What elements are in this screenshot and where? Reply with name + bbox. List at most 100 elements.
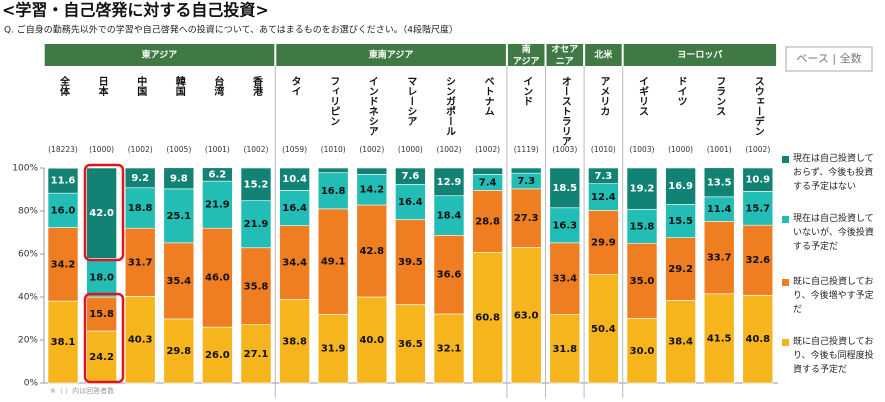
data-label: 35.4 [166,276,191,287]
data-label: 28.8 [475,216,500,227]
data-label: 12.9 [437,177,462,188]
respondents: (1002) [244,145,269,154]
data-label: 21.9 [244,219,269,230]
respondents: (1002) [359,145,384,154]
data-label: 18.8 [128,203,153,214]
bar-segment [742,167,774,192]
bar-segment [240,324,272,384]
data-label: 10.4 [282,174,307,185]
data-label: 18.5 [552,183,577,194]
bar-segment [433,313,465,384]
legend-swatch [782,279,789,286]
x-tick-label: 台湾 [212,75,224,97]
data-label: 10.9 [745,175,770,186]
bar-segment [240,167,272,201]
bar-segment [317,208,349,315]
respondents: (1002) [128,145,153,154]
bar-segment [626,318,658,384]
bar-segment [317,314,349,384]
group-label: 北米 [594,49,613,61]
data-label: 15.8 [89,309,114,320]
group-header [623,44,777,66]
data-label: 38.4 [668,337,693,348]
x-tick-label: タイ [289,76,301,96]
x-tick-label: アメリカ [598,76,610,116]
bar-segment [202,227,233,328]
data-label: 21.9 [205,200,230,211]
data-label: 32.6 [745,255,770,266]
data-label: 35.0 [630,276,655,287]
respondents: (1010) [321,145,346,154]
data-label: 40.0 [359,335,384,346]
data-label: 16.9 [668,181,693,192]
group-header [44,44,275,66]
y-tick-label: 60% [18,250,38,260]
legend-label: 現在は自己投資していないが、今後投資する予定だ [793,214,874,252]
y-tick-label: 0% [24,379,39,389]
group-header [276,44,506,66]
highlight [83,163,125,262]
data-label: 40.3 [128,335,153,346]
data-label: 24.2 [89,352,114,363]
respondents: (1002) [745,145,770,154]
data-label: 35.8 [244,281,269,292]
bar-segment [124,167,156,189]
group-label: オセアニア [551,44,578,67]
bar-segment [124,296,156,384]
x-tick-label: ドイツ [675,76,687,106]
bar-segment [472,167,503,175]
respondents: (1000) [89,145,114,154]
respondents: (1001) [707,145,732,154]
bar-segment [279,167,310,191]
data-label: 27.1 [244,349,269,360]
data-label: 39.5 [398,257,423,268]
bar-segment [742,294,774,384]
bar-segment [240,200,272,249]
bar-segment [395,219,426,305]
bar-segment [395,167,426,185]
data-label: 15.5 [668,216,693,227]
respondents: (1003) [630,145,655,154]
bar-segment [356,174,388,206]
respondents: (1003) [552,145,577,154]
bar-segment [665,167,696,205]
data-label: 7.4 [479,177,497,188]
bar-segment [86,330,117,384]
data-label: 14.2 [359,185,384,196]
data-label: 34.4 [282,258,307,269]
bar-segment [47,300,79,384]
data-label: 26.0 [205,350,230,361]
data-label: 30.0 [630,346,655,357]
data-label: 42.8 [359,246,384,257]
data-label: 42.0 [89,208,114,219]
legend-label: 既に自己投資しており、今後も同程度投資する予定だ [793,337,874,375]
bar-segment [317,172,349,210]
x-tick-label: 日本 [96,76,108,97]
bar-segment [356,296,388,384]
data-label: 9.2 [131,173,149,184]
data-label: 11.6 [51,176,76,187]
bar-segment [395,304,426,384]
group-label: 南アジア [513,43,540,67]
bar-segment [279,190,310,226]
group-header [546,44,584,66]
data-label: 31.7 [128,257,153,268]
data-label: 7.3 [595,171,613,182]
data-label: 29.9 [591,237,616,248]
data-label: 16.8 [321,186,346,197]
data-label: 15.8 [630,221,655,232]
bar-segment [202,167,233,182]
bar-segment [202,180,233,229]
bar-segment [47,192,79,228]
respondents: (1002) [437,145,462,154]
data-label: 32.1 [437,343,462,354]
data-label: 16.4 [282,203,307,214]
question: Q. ご自身の勤務先以外での学習や自己啓発への投資について、あてはまるものをお選… [4,24,458,36]
respondents: (18223) [48,145,78,154]
bar-segment [510,247,542,384]
respondents: (1000) [398,145,423,154]
bar-segment [86,167,117,259]
x-tick-label: マレーシア [405,76,417,126]
data-label: 6.2 [209,169,227,180]
